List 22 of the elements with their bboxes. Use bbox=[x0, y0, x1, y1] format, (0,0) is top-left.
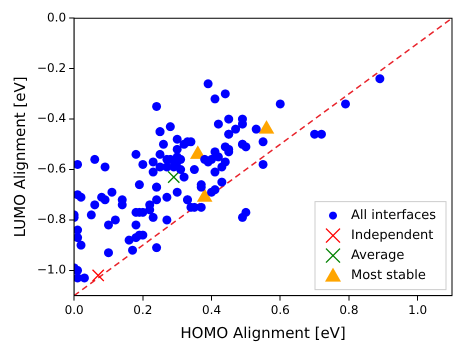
y-tick-label: −0.4 bbox=[37, 111, 66, 126]
x-axis-title: HOMO Alignment [eV] bbox=[180, 324, 346, 342]
y-tick-label: 0.0 bbox=[47, 10, 66, 24]
legend-label: Average bbox=[351, 248, 404, 263]
legend-label: All interfaces bbox=[351, 208, 436, 223]
y-tick-label: −0.2 bbox=[37, 60, 66, 75]
x-tick-label: 0.8 bbox=[339, 302, 358, 317]
point bbox=[167, 170, 180, 184]
point bbox=[258, 120, 274, 134]
point bbox=[92, 269, 104, 282]
x-tick-label: 1.0 bbox=[408, 302, 428, 317]
legend-label: Most stable bbox=[351, 268, 426, 283]
legend-label: Independent bbox=[351, 228, 434, 243]
y-axis-title: LUMO Alignment [eV] bbox=[10, 76, 29, 238]
y-tick-label: −1.0 bbox=[37, 262, 66, 277]
x-tick-label: 0.0 bbox=[64, 302, 84, 317]
point bbox=[196, 188, 212, 202]
x-tick-label: 0.4 bbox=[202, 302, 222, 317]
x-tick-label: 0.2 bbox=[133, 302, 152, 317]
x-tick-label: 0.6 bbox=[270, 302, 290, 317]
y-tick-label: −0.6 bbox=[37, 162, 66, 176]
y-tick-label: −0.8 bbox=[37, 212, 66, 226]
